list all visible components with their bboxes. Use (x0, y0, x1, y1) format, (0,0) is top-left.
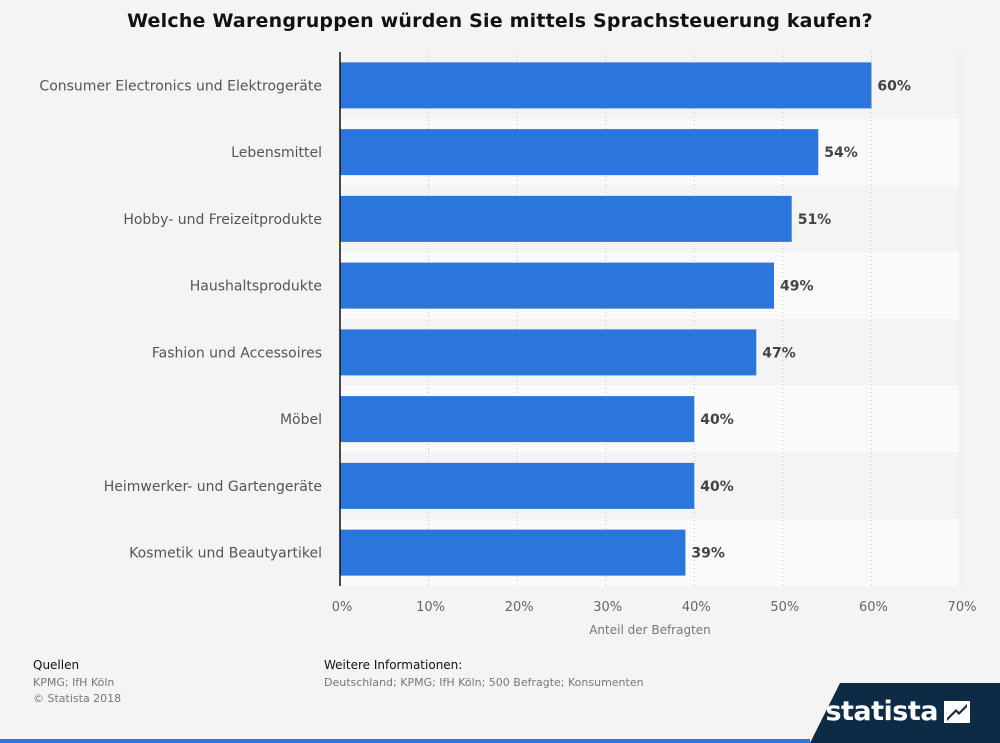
data-label: 40% (700, 412, 734, 428)
x-tick-label: 0% (332, 600, 353, 615)
category-label: Heimwerker- und Gartengeräte (104, 479, 322, 495)
data-label: 49% (780, 279, 814, 295)
category-label: Consumer Electronics und Elektrogeräte (39, 78, 322, 94)
x-tick-label: 10% (416, 600, 445, 615)
bar (340, 195, 792, 242)
x-tick-label: 20% (505, 600, 534, 615)
category-label: Hobby- und Freizeitprodukte (123, 212, 322, 228)
x-tick-label: 30% (593, 600, 622, 615)
bar (340, 129, 819, 176)
sources-text: KPMG; IfH Köln (33, 676, 115, 689)
info-text: Deutschland; KPMG; IfH Köln; 500 Befragt… (324, 676, 644, 689)
data-label: 40% (700, 479, 734, 495)
copyright-text: © Statista 2018 (33, 692, 122, 705)
chart-title: Welche Warengruppen würden Sie mittels S… (127, 10, 873, 32)
category-label: Möbel (280, 412, 322, 428)
logo-text[interactable]: statista (825, 696, 938, 727)
bar-chart: 0% 10% 20% 30% 40% 50% 60% 70% 60% Consumer Elect… (39, 52, 977, 637)
data-label: 47% (762, 345, 796, 361)
category-label: Lebensmittel (231, 145, 322, 161)
data-label: 54% (824, 145, 858, 161)
bar (340, 62, 872, 109)
x-tick-label: 60% (859, 600, 888, 615)
x-tick-label: 40% (682, 600, 711, 615)
sources-heading: Quellen (33, 658, 80, 672)
info-heading: Weitere Informationen: (324, 658, 463, 672)
x-tick-label: 50% (770, 600, 799, 615)
data-label: 39% (691, 546, 725, 562)
category-label: Kosmetik und Beautyartikel (129, 546, 322, 562)
bar (340, 396, 695, 443)
bar (340, 462, 695, 509)
x-tick-label: 70% (948, 600, 977, 615)
bar (340, 329, 757, 376)
bar (340, 529, 686, 576)
x-axis-label: Anteil der Befragten (589, 623, 711, 637)
category-label: Haushaltsprodukte (190, 279, 322, 295)
category-label: Fashion und Accessoires (152, 345, 322, 361)
statista-logo-icon (944, 701, 970, 723)
bar (340, 262, 774, 309)
accent-bar (0, 739, 810, 743)
data-label: 60% (877, 78, 911, 94)
data-label: 51% (798, 212, 832, 228)
